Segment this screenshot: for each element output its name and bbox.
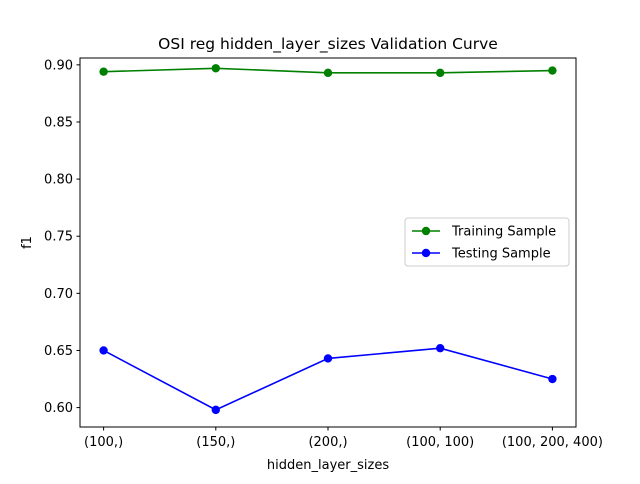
training-sample-point bbox=[548, 66, 557, 75]
x-tick-label: (100,) bbox=[84, 435, 123, 450]
y-tick-label: 0.90 bbox=[44, 58, 73, 73]
training-sample-point bbox=[323, 68, 333, 78]
x-tick-label: (100, 200, 400) bbox=[502, 435, 603, 450]
legend-box bbox=[404, 217, 570, 267]
training-sample-point bbox=[211, 64, 220, 73]
legend: Training Sample Testing Sample bbox=[404, 217, 570, 267]
y-axis-ticks: 0.60 0.65 0.70 0.75 0.80 0.85 0.90 bbox=[44, 58, 80, 416]
y-tick-label: 0.60 bbox=[44, 401, 73, 416]
x-tick-label: (150,) bbox=[196, 435, 235, 450]
series-layer bbox=[99, 64, 557, 415]
x-tick-label: (200,) bbox=[308, 435, 347, 450]
y-tick-label: 0.70 bbox=[44, 287, 73, 302]
x-axis-label: hidden_layer_sizes bbox=[267, 458, 389, 473]
x-axis-ticks: (100,) (150,) (200,) (100, 100) (100, 200, 4… bbox=[84, 427, 603, 450]
testing-sample-point bbox=[99, 346, 108, 355]
y-axis-label: f1 bbox=[20, 236, 35, 249]
training-sample-point bbox=[99, 67, 108, 76]
y-tick-label: 0.75 bbox=[44, 230, 73, 245]
y-tick-label: 0.85 bbox=[44, 115, 73, 130]
testing-sample-point bbox=[436, 343, 445, 353]
training-sample-legend-marker bbox=[421, 226, 431, 236]
chart-title: OSI reg hidden_layer_sizes Validation Cu… bbox=[158, 35, 498, 54]
y-tick-label: 0.80 bbox=[44, 173, 73, 188]
testing-sample-point bbox=[548, 374, 557, 384]
testing-sample-legend-marker bbox=[421, 248, 431, 258]
testing-sample-point bbox=[211, 405, 220, 415]
testing-sample-legend-label: Testing Sample bbox=[451, 247, 551, 262]
training-sample-legend-label: Training Sample bbox=[451, 225, 556, 240]
y-tick-label: 0.65 bbox=[44, 344, 73, 359]
plot-frame bbox=[79, 57, 577, 428]
x-tick-label: (100, 100) bbox=[406, 435, 474, 450]
testing-sample-point bbox=[323, 354, 333, 363]
training-sample-point bbox=[436, 68, 445, 78]
